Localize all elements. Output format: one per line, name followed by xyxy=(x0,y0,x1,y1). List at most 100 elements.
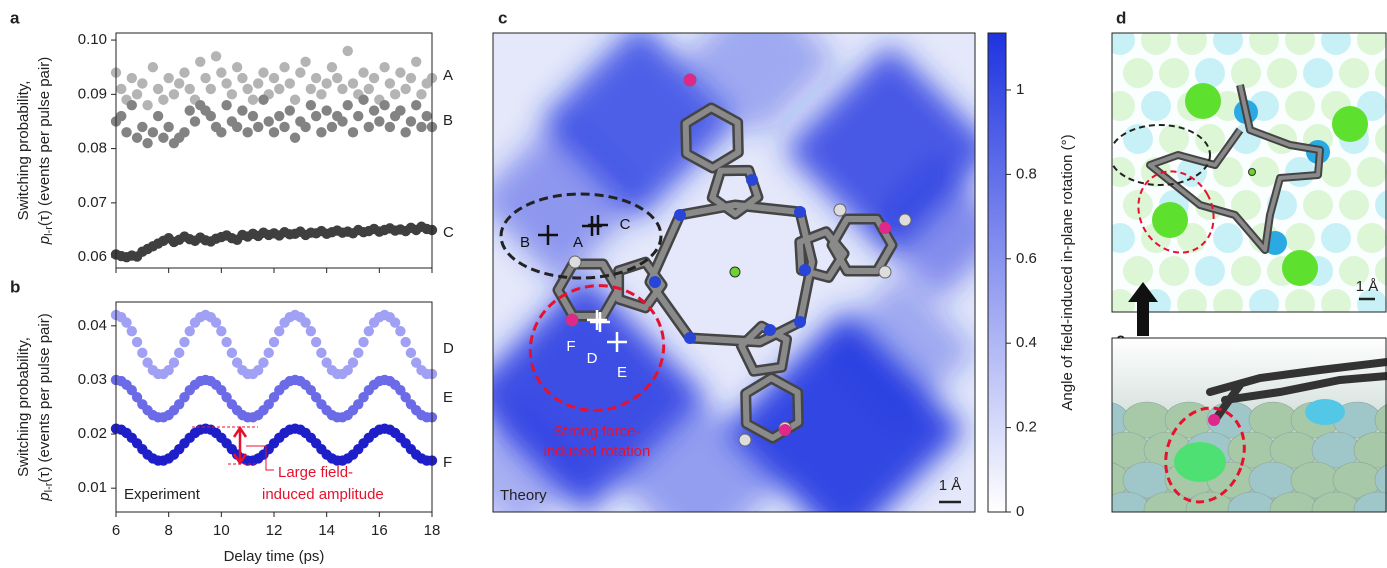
data-point xyxy=(258,95,268,105)
lattice-atom xyxy=(1285,289,1315,319)
x-tick-label: 6 xyxy=(112,522,120,539)
data-point xyxy=(390,89,400,99)
data-point xyxy=(264,348,274,358)
data-point xyxy=(121,127,131,137)
panel-d-image xyxy=(1105,25,1387,319)
data-point xyxy=(148,62,158,72)
nitrogen xyxy=(799,264,811,276)
data-point xyxy=(121,317,131,327)
data-point xyxy=(406,73,416,83)
x-axis-label: Delay time (ps) xyxy=(224,548,325,565)
data-point xyxy=(163,122,173,132)
data-point xyxy=(311,73,321,83)
lattice-atom xyxy=(1285,223,1315,253)
surface-atom xyxy=(1270,492,1318,528)
data-point xyxy=(221,337,231,347)
data-point xyxy=(137,348,147,358)
lattice-atom xyxy=(1249,289,1279,319)
data-point xyxy=(227,89,237,99)
data-point xyxy=(216,326,226,336)
data-point xyxy=(242,84,252,94)
x-tick-label: 16 xyxy=(371,522,388,539)
y-axis-subscript: l-r xyxy=(43,482,55,492)
highlight-atom xyxy=(1332,106,1368,142)
data-point xyxy=(195,57,205,67)
data-point xyxy=(411,100,421,110)
atom-h xyxy=(879,266,891,278)
highlight-atom xyxy=(1282,250,1318,286)
data-point xyxy=(185,105,195,115)
y-tick-label: 0.07 xyxy=(78,194,107,211)
data-point xyxy=(221,78,231,88)
data-point xyxy=(358,95,368,105)
data-point xyxy=(353,111,363,121)
data-point xyxy=(253,78,263,88)
y-axis-label: pl-r(τ) (events per pulse pair) xyxy=(36,57,55,245)
data-point xyxy=(416,89,426,99)
data-point xyxy=(343,100,353,110)
y-tick-label: 0.08 xyxy=(78,140,107,157)
data-point xyxy=(137,122,147,132)
surface-atom xyxy=(1312,492,1360,528)
lattice-atom xyxy=(1339,58,1369,88)
center-atom xyxy=(1249,169,1256,176)
data-point xyxy=(290,133,300,143)
y-tick-label: 0.04 xyxy=(78,317,107,334)
lattice-atom xyxy=(1195,256,1225,286)
y-axis-symbol: p xyxy=(36,236,53,245)
data-point xyxy=(232,62,242,72)
lattice-atom xyxy=(1357,223,1387,253)
nitrogen xyxy=(794,206,806,218)
lattice-atom xyxy=(1321,223,1351,253)
data-point xyxy=(411,57,421,67)
series-label: B xyxy=(443,112,453,129)
lattice-atom xyxy=(1249,25,1279,55)
data-point xyxy=(274,84,284,94)
highlight-atom xyxy=(1185,83,1221,119)
colorbar-label: Angle of field-induced in-plane rotation… xyxy=(1059,134,1076,410)
data-point xyxy=(174,78,184,88)
data-point xyxy=(395,67,405,77)
data-point xyxy=(158,133,168,143)
series-label: E xyxy=(443,389,453,406)
data-point xyxy=(311,337,321,347)
data-point xyxy=(332,73,342,83)
data-point xyxy=(353,348,363,358)
atom-h xyxy=(569,256,581,268)
data-point xyxy=(348,78,358,88)
y-axis-symbol: p xyxy=(36,492,53,501)
data-point xyxy=(306,100,316,110)
data-point xyxy=(127,73,137,83)
annotation: induced amplitude xyxy=(262,486,384,503)
data-point xyxy=(316,127,326,137)
nitrogen xyxy=(764,324,776,336)
colorbar-tick-label: 0.8 xyxy=(1016,165,1037,182)
data-point xyxy=(327,122,337,132)
data-point xyxy=(248,111,258,121)
data-point xyxy=(311,111,321,121)
data-point xyxy=(269,127,279,137)
lattice-atom xyxy=(1285,91,1315,121)
data-point xyxy=(116,84,126,94)
lattice-atom xyxy=(1177,289,1207,319)
data-point xyxy=(385,78,395,88)
data-point xyxy=(337,84,347,94)
data-point xyxy=(390,317,400,327)
data-point xyxy=(285,105,295,115)
lattice-atom xyxy=(1357,25,1387,55)
data-point xyxy=(369,73,379,83)
nitrogen xyxy=(684,332,696,344)
nitrogen xyxy=(746,174,758,186)
data-point xyxy=(416,122,426,132)
data-point xyxy=(306,84,316,94)
atom-f xyxy=(879,222,891,234)
data-point xyxy=(221,100,231,110)
data-point xyxy=(327,62,337,72)
data-point xyxy=(253,122,263,132)
lattice-atom xyxy=(1213,223,1243,253)
data-point xyxy=(406,116,416,126)
lattice-atom xyxy=(1303,190,1333,220)
data-point xyxy=(379,100,389,110)
atom-f xyxy=(779,424,791,436)
data-point xyxy=(127,100,137,110)
